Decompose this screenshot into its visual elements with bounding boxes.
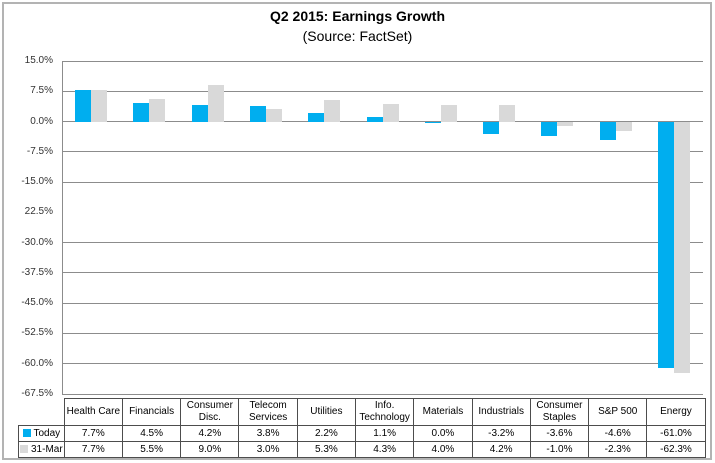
table-value-cell: 4.5% bbox=[121, 425, 182, 442]
table-header-cell: Industrials bbox=[471, 398, 531, 426]
table-header-cell: Materials bbox=[413, 398, 473, 426]
plot-area bbox=[62, 60, 703, 395]
table-value-cell: 0.0% bbox=[413, 425, 473, 442]
table-value-cell: 3.8% bbox=[238, 425, 298, 442]
table-header-cell: S&P 500 bbox=[588, 398, 648, 426]
legend-cell-31-mar: 31-Mar bbox=[18, 441, 65, 458]
y-axis-labels: 15.0% 7.5% 0.0% -7.5% -15.0% 22.5% -30.0% -37.5… bbox=[0, 55, 57, 399]
table-value-cell: 9.0% bbox=[180, 441, 240, 458]
table-value-cell: -3.2% bbox=[471, 425, 531, 442]
table-header-cell: Telecom Services bbox=[238, 398, 298, 426]
legend-swatch bbox=[22, 428, 31, 437]
table-value-cell: 5.5% bbox=[121, 441, 182, 458]
table-corner-blank bbox=[19, 399, 65, 426]
gridline bbox=[62, 90, 703, 92]
table-value-cell: 4.0% bbox=[413, 441, 473, 458]
bar-today-6 bbox=[424, 121, 441, 123]
y-axis-tick-label: -67.5% bbox=[21, 388, 53, 399]
y-axis-tick-label: 0.0% bbox=[30, 115, 53, 127]
y-axis-tick-label: -60.0% bbox=[21, 357, 53, 369]
gridline bbox=[62, 393, 703, 395]
bar-today-3 bbox=[249, 106, 266, 122]
gridline bbox=[62, 60, 703, 62]
gridline bbox=[62, 363, 703, 365]
bar-today-5 bbox=[366, 117, 383, 122]
bar-31-mar-7 bbox=[499, 104, 516, 122]
legend-label: Today bbox=[33, 427, 61, 439]
table-header-cell: Consumer Staples bbox=[529, 398, 590, 426]
y-axis-tick-label: -15.0% bbox=[21, 176, 53, 188]
table-value-cell: -4.6% bbox=[588, 425, 648, 442]
bar-31-mar-6 bbox=[440, 105, 457, 122]
bar-today-4 bbox=[308, 112, 325, 122]
table-header-cell: Utilities bbox=[296, 398, 357, 426]
bar-31-mar-3 bbox=[265, 109, 282, 122]
bar-31-mar-1 bbox=[149, 99, 166, 122]
legend-label: 31-Mar bbox=[31, 443, 63, 455]
gridline bbox=[62, 302, 703, 304]
table-value-cell: -1.0% bbox=[529, 441, 590, 458]
data-table-wrap: Health Care Financials Consumer Disc. Telec… bbox=[18, 398, 706, 458]
bar-today-1 bbox=[133, 103, 150, 122]
table-value-cell: -3.6% bbox=[529, 425, 590, 442]
y-axis-tick-label: -30.0% bbox=[21, 236, 53, 248]
table-value-cell: -2.3% bbox=[588, 441, 648, 458]
gridline bbox=[62, 121, 703, 123]
bar-31-mar-10 bbox=[673, 121, 690, 373]
gridline bbox=[62, 272, 703, 274]
y-axis-line bbox=[62, 61, 63, 394]
bar-today-8 bbox=[541, 121, 558, 137]
table-value-cell: 4.2% bbox=[471, 441, 531, 458]
y-axis-tick-label: -37.5% bbox=[21, 266, 53, 278]
y-axis-tick-label: 22.5% bbox=[24, 206, 53, 218]
table-value-cell: 1.1% bbox=[355, 425, 415, 442]
bar-31-mar-0 bbox=[91, 90, 108, 122]
bar-today-0 bbox=[75, 90, 92, 122]
bar-31-mar-9 bbox=[615, 121, 632, 131]
chart-title: Q2 2015: Earnings Growth bbox=[269, 8, 446, 24]
gridline bbox=[62, 181, 703, 183]
table-value-cell: -62.3% bbox=[646, 441, 706, 458]
bar-31-mar-5 bbox=[382, 104, 399, 122]
table-value-cell: 7.7% bbox=[63, 441, 123, 458]
bar-today-10 bbox=[657, 121, 674, 368]
table-value-cell: 7.7% bbox=[63, 425, 123, 442]
y-axis-tick-label: 15.0% bbox=[24, 55, 53, 66]
y-axis-tick-label: 7.5% bbox=[30, 85, 53, 97]
gridline bbox=[62, 151, 703, 153]
bar-today-7 bbox=[483, 121, 500, 135]
table-value-cell: 4.2% bbox=[180, 425, 240, 442]
bar-today-9 bbox=[599, 121, 616, 141]
gridline bbox=[62, 242, 703, 244]
table-value-cell: 3.0% bbox=[238, 441, 298, 458]
table-value-cell: 4.3% bbox=[355, 441, 415, 458]
table-value-cell: 5.3% bbox=[296, 441, 357, 458]
table-header-cell: Info. Technology bbox=[355, 398, 415, 426]
legend-cell-today: Today bbox=[18, 425, 65, 442]
bar-31-mar-8 bbox=[557, 121, 574, 126]
bar-31-mar-4 bbox=[324, 100, 341, 122]
chart-subtitle: (Source: FactSet) bbox=[302, 28, 413, 44]
y-axis-tick-label: -52.5% bbox=[21, 327, 53, 339]
table-value-cell: 2.2% bbox=[296, 425, 357, 442]
gridline bbox=[62, 332, 703, 334]
bar-today-2 bbox=[191, 104, 208, 122]
y-axis-tick-label: -7.5% bbox=[26, 145, 53, 157]
table-header-cell: Consumer Disc. bbox=[180, 398, 240, 426]
table-header-cell: Energy bbox=[646, 398, 706, 426]
table-header-cell: Health Care bbox=[63, 398, 123, 426]
table-value-cell: -61.0% bbox=[646, 425, 706, 442]
y-axis-tick-label: -45.0% bbox=[21, 297, 53, 309]
data-table: Health Care Financials Consumer Disc. Telec… bbox=[18, 398, 706, 458]
legend-swatch bbox=[20, 444, 28, 453]
bar-31-mar-2 bbox=[207, 85, 224, 122]
table-header-cell: Financials bbox=[121, 398, 182, 426]
